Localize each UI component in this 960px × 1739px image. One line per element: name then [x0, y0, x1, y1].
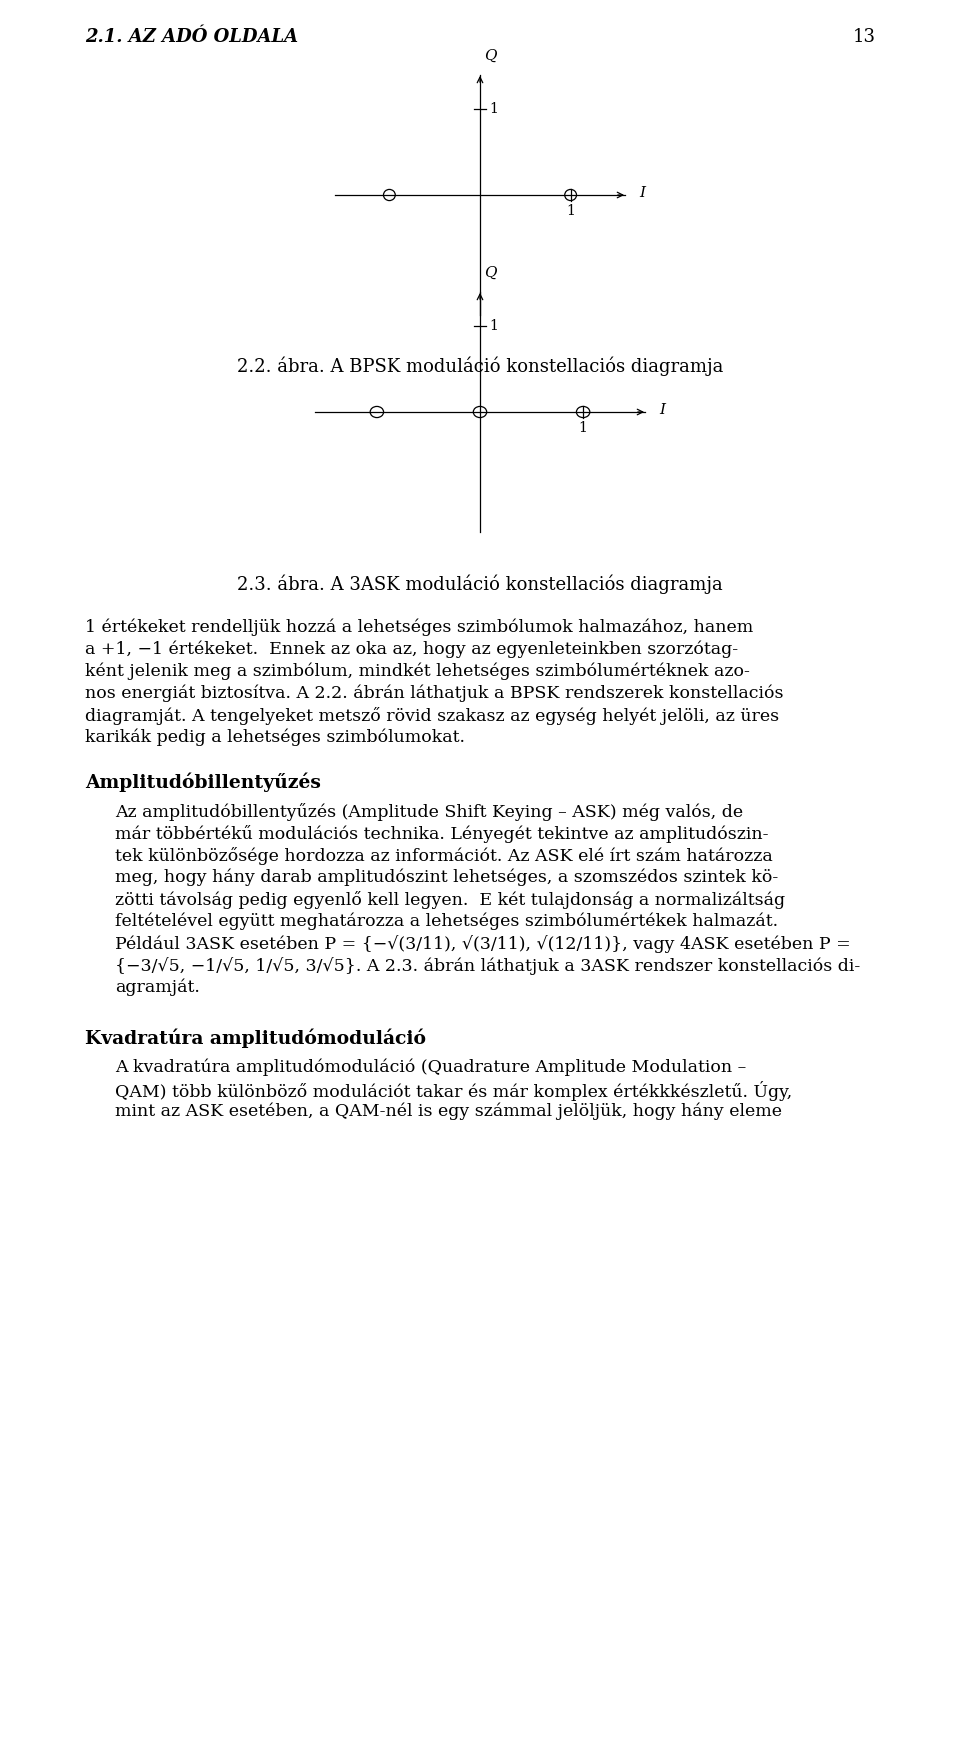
Text: 1: 1: [579, 421, 588, 435]
Text: már többértékű modulációs technika. Lényegét tekintve az amplitudószin-: már többértékű modulációs technika. Lény…: [115, 824, 769, 843]
Text: Az amplitudóbillentyűzés (Amplitude Shift Keying – ASK) még valós, de: Az amplitudóbillentyűzés (Amplitude Shif…: [115, 803, 743, 821]
Text: ként jelenik meg a szimbólum, mindkét lehetséges szimbólumértéknek azo-: ként jelenik meg a szimbólum, mindkét le…: [85, 663, 750, 680]
Text: 13: 13: [853, 28, 876, 45]
Text: karikák pedig a lehetséges szimbólumokat.: karikák pedig a lehetséges szimbólumokat…: [85, 729, 465, 746]
Text: QAM) több különböző modulációt takar és már komplex értékkkészletű. Úgy,: QAM) több különböző modulációt takar és …: [115, 1082, 792, 1101]
Text: agramját.: agramját.: [115, 979, 200, 996]
Text: meg, hogy hány darab amplitudószint lehetséges, a szomszédos szintek kö-: meg, hogy hány darab amplitudószint lehe…: [115, 870, 779, 887]
Text: zötti távolság pedig egyenlő kell legyen.  E két tulajdonság a normalizáltság: zötti távolság pedig egyenlő kell legyen…: [115, 890, 785, 909]
Text: Q: Q: [484, 266, 496, 280]
Text: I: I: [659, 403, 665, 417]
Text: Például 3ASK esetében Ρ = {−√(3/11), √(3/11), √(12/11)}, vagy 4ASK esetében Ρ =: Például 3ASK esetében Ρ = {−√(3/11), √(3…: [115, 936, 851, 953]
Text: 1: 1: [489, 320, 498, 334]
Text: Q: Q: [484, 49, 496, 63]
Text: nos energiát biztosítva. A 2.2. ábrán láthatjuk a BPSK rendszerek konstellaciós: nos energiát biztosítva. A 2.2. ábrán lá…: [85, 685, 783, 703]
Text: {−3/√5, −1/√5, 1/√5, 3/√5}. A 2.3. ábrán láthatjuk a 3ASK rendszer konstellaciós: {−3/√5, −1/√5, 1/√5, 3/√5}. A 2.3. ábrán…: [115, 956, 860, 976]
Text: Amplitudóbillentyűzés: Amplitudóbillentyűzés: [85, 774, 321, 793]
Text: I: I: [639, 186, 645, 200]
Text: feltételével együtt meghatározza a lehetséges szimbólumértékek halmazát.: feltételével együtt meghatározza a lehet…: [115, 913, 779, 930]
Text: Kvadratúra amplitudómoduláció: Kvadratúra amplitudómoduláció: [85, 1029, 426, 1049]
Text: 1: 1: [489, 103, 498, 117]
Text: mint az ASK esetében, a QAM-nél is egy számmal jelöljük, hogy hány eleme: mint az ASK esetében, a QAM-nél is egy s…: [115, 1103, 782, 1120]
Text: tek különbözősége hordozza az információt. Az ASK elé írt szám határozza: tek különbözősége hordozza az információ…: [115, 847, 773, 864]
Text: diagramját. A tengelyeket metsző rövid szakasz az egység helyét jelöli, az üres: diagramját. A tengelyeket metsző rövid s…: [85, 708, 780, 725]
Text: 1 értékeket rendelljük hozzá a lehetséges szimbólumok halmazához, hanem: 1 értékeket rendelljük hozzá a lehetsége…: [85, 619, 754, 636]
Text: 2.2. ábra. A BPSK moduláció konstellaciós diagramja: 2.2. ábra. A BPSK moduláció konstellació…: [237, 356, 723, 377]
Text: 2.1. AZ ADÓ OLDALA: 2.1. AZ ADÓ OLDALA: [85, 28, 299, 45]
Text: A kvadratúra amplitudómoduláció (Quadrature Amplitude Modulation –: A kvadratúra amplitudómoduláció (Quadrat…: [115, 1059, 746, 1076]
Text: 1: 1: [566, 203, 575, 217]
Text: 2.3. ábra. A 3ASK moduláció konstellaciós diagramja: 2.3. ábra. A 3ASK moduláció konstellació…: [237, 574, 723, 593]
Text: a +1, −1 értékeket.  Ennek az oka az, hogy az egyenleteinkben szorzótag-: a +1, −1 értékeket. Ennek az oka az, hog…: [85, 642, 738, 659]
